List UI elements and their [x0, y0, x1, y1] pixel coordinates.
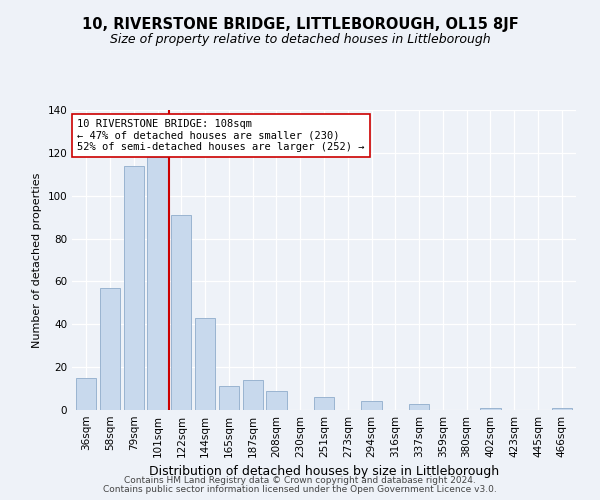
Bar — [481, 408, 500, 410]
Y-axis label: Number of detached properties: Number of detached properties — [32, 172, 42, 348]
Bar — [219, 386, 239, 410]
Text: Contains public sector information licensed under the Open Government Licence v3: Contains public sector information licen… — [103, 485, 497, 494]
Bar — [148, 157, 167, 410]
Text: 10, RIVERSTONE BRIDGE, LITTLEBOROUGH, OL15 8JF: 10, RIVERSTONE BRIDGE, LITTLEBOROUGH, OL… — [82, 18, 518, 32]
Bar — [195, 318, 215, 410]
Bar — [266, 390, 287, 410]
Text: 10 RIVERSTONE BRIDGE: 108sqm
← 47% of detached houses are smaller (230)
52% of s: 10 RIVERSTONE BRIDGE: 108sqm ← 47% of de… — [77, 119, 365, 152]
Bar — [100, 288, 120, 410]
Bar — [76, 378, 97, 410]
Bar — [171, 215, 191, 410]
Bar — [361, 402, 382, 410]
Bar — [551, 408, 572, 410]
Bar — [124, 166, 144, 410]
Text: Contains HM Land Registry data © Crown copyright and database right 2024.: Contains HM Land Registry data © Crown c… — [124, 476, 476, 485]
X-axis label: Distribution of detached houses by size in Littleborough: Distribution of detached houses by size … — [149, 466, 499, 478]
Bar — [409, 404, 429, 410]
Bar — [314, 397, 334, 410]
Text: Size of property relative to detached houses in Littleborough: Size of property relative to detached ho… — [110, 32, 490, 46]
Bar — [242, 380, 263, 410]
